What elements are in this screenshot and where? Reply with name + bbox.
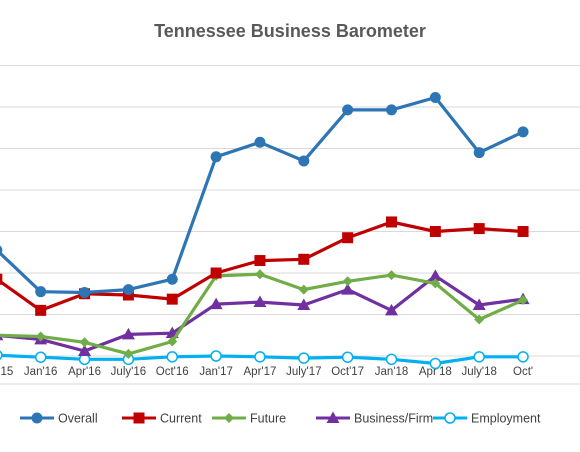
data-point xyxy=(473,147,485,159)
data-point xyxy=(517,351,529,363)
data-point xyxy=(253,295,267,308)
data-point xyxy=(518,294,529,305)
data-point xyxy=(0,245,3,255)
data-point xyxy=(133,412,145,424)
data-point xyxy=(0,350,3,360)
x-tick-label: Jan'17 xyxy=(199,366,233,378)
data-point xyxy=(326,411,340,423)
data-point xyxy=(166,293,178,305)
data-point xyxy=(254,351,266,363)
series-employment xyxy=(0,350,529,370)
data-point xyxy=(79,337,90,348)
data-point xyxy=(429,226,441,237)
data-point xyxy=(35,304,47,316)
data-point xyxy=(166,273,178,285)
data-point xyxy=(254,255,266,267)
data-point xyxy=(385,353,398,366)
x-tick-label: July'18 xyxy=(461,366,496,378)
data-point xyxy=(224,413,234,423)
data-point xyxy=(123,348,134,359)
data-point xyxy=(342,276,353,287)
data-point xyxy=(121,327,135,340)
data-point xyxy=(210,151,222,163)
x-tick-label: Oct'15 xyxy=(0,366,13,378)
legend: Overall Current Future Business/Firm Employm… xyxy=(20,411,541,426)
data-point xyxy=(472,298,486,310)
data-point xyxy=(386,270,397,281)
legend-label: Current xyxy=(160,412,202,426)
x-tick-label: Apr'18 xyxy=(419,366,452,378)
x-tick-label: Oct'17 xyxy=(331,366,364,378)
data-point xyxy=(386,216,397,228)
data-point xyxy=(31,412,43,424)
data-point xyxy=(444,412,456,424)
x-tick-label: Jan'16 xyxy=(24,366,58,378)
data-point xyxy=(122,284,134,296)
legend-item-overall: Overall xyxy=(20,412,98,426)
data-point xyxy=(209,297,223,310)
legend-item-employment: Employment xyxy=(433,412,541,426)
data-point xyxy=(254,269,265,280)
data-point xyxy=(474,314,485,325)
data-point xyxy=(34,351,47,363)
data-point xyxy=(35,286,47,298)
data-point xyxy=(473,223,485,235)
data-point xyxy=(298,155,310,167)
x-tick-label: July'17 xyxy=(286,366,321,378)
x-tick-label: Oct' xyxy=(513,366,533,378)
gridlines xyxy=(0,65,580,357)
series-overall xyxy=(0,91,529,299)
data-point xyxy=(341,283,355,295)
data-point xyxy=(517,126,529,138)
series-line xyxy=(0,220,525,312)
data-point xyxy=(210,267,222,279)
data-point xyxy=(517,226,529,237)
data-point xyxy=(0,333,2,338)
data-point xyxy=(385,303,398,316)
data-point xyxy=(429,91,441,103)
series-line xyxy=(0,95,525,295)
data-point xyxy=(35,331,46,342)
x-tick-label: Apr'17 xyxy=(244,366,277,378)
data-point xyxy=(429,357,442,370)
data-point xyxy=(254,136,266,148)
data-point xyxy=(298,352,310,364)
data-point xyxy=(428,269,442,281)
legend-label: Employment xyxy=(471,412,541,426)
x-axis: 15Oct'15Jan'16Apr'16July'16Oct'16Jan'17A… xyxy=(0,366,533,378)
x-tick-label: Apr'16 xyxy=(68,366,101,378)
series-lines xyxy=(0,91,530,370)
legend-label: Future xyxy=(250,412,286,426)
data-point xyxy=(342,104,354,116)
legend-label: Business/Firm xyxy=(354,412,433,426)
data-point xyxy=(341,351,354,363)
data-point xyxy=(473,351,485,363)
data-point xyxy=(298,284,309,295)
legend-label: Overall xyxy=(58,412,98,426)
data-point xyxy=(430,278,441,289)
data-point xyxy=(0,273,3,285)
x-tick-label: Jan'18 xyxy=(375,366,409,378)
data-point xyxy=(167,336,178,347)
legend-item-current: Current xyxy=(122,412,202,426)
x-tick-label: Oct'16 xyxy=(156,366,189,378)
series-line xyxy=(0,353,525,366)
legend-item-future: Future xyxy=(212,412,286,426)
data-point xyxy=(79,287,91,299)
data-point xyxy=(386,104,397,116)
series-future xyxy=(0,269,529,359)
series-line xyxy=(0,274,525,353)
data-point xyxy=(166,351,178,363)
x-tick-label: July'16 xyxy=(111,366,146,378)
data-point xyxy=(298,253,310,265)
legend-item-business-firm: Business/Firm xyxy=(316,411,433,426)
data-point xyxy=(210,350,222,362)
data-point xyxy=(78,344,92,357)
series-line xyxy=(0,272,525,356)
data-point xyxy=(297,298,311,310)
data-point xyxy=(342,232,354,244)
chart-title: Tennessee Business Barometer xyxy=(154,21,426,41)
